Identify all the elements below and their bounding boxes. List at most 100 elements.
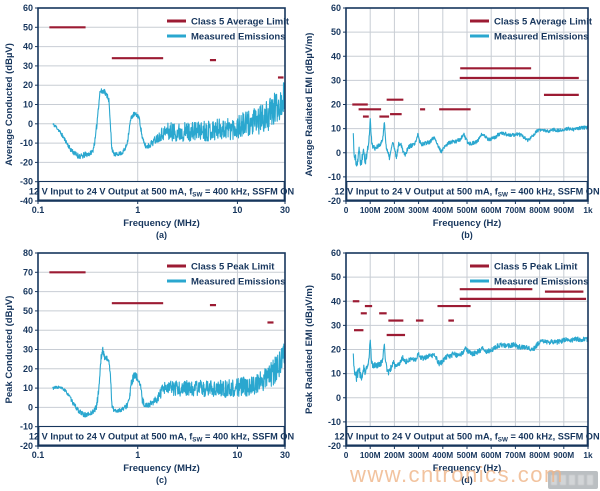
chart-panel-c: 80 70 60 50 40 30 20 10 0 -10 -20 0.1 1 10 30 Peak Cond… — [0, 245, 300, 491]
y-tick-label: -10 — [20, 422, 33, 432]
x-axis-title: Frequency (Hz) — [433, 218, 502, 229]
emissions-trace — [52, 82, 286, 160]
watermark-badge — [548, 471, 598, 489]
y-tick-label: -10 — [328, 172, 341, 182]
y-tick-label: -10 — [328, 417, 341, 427]
x-tick-label: 0 — [344, 450, 349, 460]
chart-panel-b: 60 50 40 30 20 10 0 -10 -20 0 100M 200M 300M 400M 500M… — [300, 0, 600, 245]
y-tick-label: 50 — [23, 22, 33, 32]
legend-label-emissions: Measured Emissions — [191, 32, 286, 43]
x-tick-label: 300M — [408, 450, 429, 460]
y-axis-title: Peak Conducted (dBµV) — [4, 296, 15, 404]
x-axis: 0.1 1 10 30 — [32, 446, 290, 460]
y-tick-label: 40 — [331, 51, 341, 61]
limit-segments — [49, 26, 284, 79]
x-tick-label: 800M — [529, 205, 550, 215]
chart-panel-a: 60 50 40 30 20 10 0 -10 -20 -30 -40 0.1 1 10 30 Average… — [0, 0, 300, 245]
y-tick-label: -30 — [20, 177, 33, 187]
emissions-trace — [352, 336, 589, 382]
legend: Class 5 Average Limit Measured Emissions — [167, 17, 290, 43]
limit-segments — [352, 67, 579, 118]
x-tick-label: 100M — [360, 205, 381, 215]
y-tick-label: -20 — [328, 441, 341, 451]
y-tick-label: 80 — [23, 248, 33, 258]
legend: Class 5 Average Limit Measured Emissions — [470, 17, 593, 43]
watermark-badge-glyphs — [551, 475, 595, 485]
y-axis: 80 70 60 50 40 30 20 10 0 -10 -20 — [20, 248, 38, 451]
emissions-trace — [352, 118, 589, 167]
y-axis-title: Average Radiated EMI (dBµV/m) — [304, 33, 315, 177]
x-tick-label: 1 — [135, 450, 140, 460]
x-tick-label: 900M — [553, 205, 574, 215]
y-tick-label: 10 — [23, 100, 33, 110]
y-tick-label: -20 — [328, 196, 341, 206]
y-tick-label: 20 — [23, 364, 33, 374]
x-tick-label: 1k — [583, 205, 593, 215]
y-tick-label: 60 — [23, 287, 33, 297]
chart-c: 80 70 60 50 40 30 20 10 0 -10 -200.1 1 10 30 Peak Cond… — [4, 248, 295, 485]
y-tick-label: 30 — [23, 61, 33, 71]
y-tick-label: 60 — [331, 248, 341, 258]
x-tick-label: 100M — [360, 450, 381, 460]
y-tick-label: 0 — [28, 402, 33, 412]
y-tick-label: 0 — [28, 119, 33, 129]
y-tick-label: 70 — [23, 267, 33, 277]
annotation-text: 12 V Input to 24 V Output at 500 mA, fSW… — [334, 187, 600, 199]
x-tick-label: 10 — [232, 205, 242, 215]
y-tick-label: 20 — [331, 345, 341, 355]
y-tick-label: 0 — [336, 148, 341, 158]
annotation-text: 12 V Input to 24 V Output at 500 mA, fSW… — [29, 432, 295, 444]
y-tick-label: 40 — [23, 42, 33, 52]
limit-segments — [49, 271, 274, 324]
gridlines — [38, 8, 285, 201]
y-tick-label: 30 — [331, 75, 341, 85]
y-axis-title: Average Conducted (dBµV) — [4, 43, 15, 166]
x-tick-label: 900M — [553, 450, 574, 460]
chart-a: 60 50 40 30 20 10 0 -10 -20 -30 -400.1 1 10 30 Average… — [4, 3, 295, 240]
limit-segments — [352, 288, 587, 337]
x-tick-label: 700M — [505, 450, 526, 460]
x-axis: 0 100M 200M 300M 400M 500M 600M 700M 800M 900M 1k — [344, 446, 593, 460]
x-tick-label: 200M — [384, 205, 405, 215]
y-tick-label: 30 — [331, 320, 341, 330]
annotation-frame — [38, 180, 285, 201]
annotation-box: 12 V Input to 24 V Output at 500 mA, fSW… — [29, 425, 295, 446]
x-tick-label: 0 — [344, 205, 349, 215]
x-axis-title: Frequency (Hz) — [433, 463, 502, 474]
panel-caption: (b) — [461, 230, 473, 240]
panel-caption: (c) — [156, 475, 167, 485]
x-tick-label: 400M — [432, 450, 453, 460]
y-tick-label: 40 — [331, 296, 341, 306]
y-tick-label: 10 — [331, 369, 341, 379]
y-tick-label: -10 — [20, 138, 33, 148]
annotation-box: 12 V Input to 24 V Output at 500 mA, fSW… — [29, 180, 295, 201]
annotation-frame — [38, 425, 285, 446]
y-tick-label: -20 — [20, 441, 33, 451]
legend-label-limit: Class 5 Average Limit — [494, 17, 593, 28]
y-tick-label: 60 — [331, 3, 341, 13]
x-tick-label: 10 — [232, 450, 242, 460]
legend-label-emissions: Measured Emissions — [191, 277, 286, 288]
gridlines — [346, 8, 588, 201]
gridlines — [346, 253, 588, 446]
chart-panel-d: 60 50 40 30 20 10 0 -10 -20 0 100M 200M 300M 400M 500M… — [300, 245, 600, 491]
x-tick-label: 200M — [384, 450, 405, 460]
y-tick-label: 50 — [23, 306, 33, 316]
x-tick-label: 600M — [481, 205, 502, 215]
x-tick-label: 30 — [280, 450, 290, 460]
y-axis: 60 50 40 30 20 10 0 -10 -20 -30 -40 — [20, 3, 38, 206]
x-tick-label: 500M — [457, 450, 478, 460]
y-tick-label: 40 — [23, 325, 33, 335]
panel-caption: (a) — [156, 230, 167, 240]
x-tick-label: 300M — [408, 205, 429, 215]
x-tick-label: 30 — [280, 205, 290, 215]
annotation-text: 12 V Input to 24 V Output at 500 mA, fSW… — [29, 187, 295, 199]
legend: Class 5 Peak Limit Measured Emissions — [470, 262, 589, 288]
y-tick-label: 50 — [331, 27, 341, 37]
legend-label-limit: Class 5 Peak Limit — [191, 262, 275, 273]
annotation-box: 12 V Input to 24 V Output at 500 mA, fSW… — [334, 425, 600, 446]
y-tick-label: 20 — [331, 100, 341, 110]
x-tick-label: 600M — [481, 450, 502, 460]
